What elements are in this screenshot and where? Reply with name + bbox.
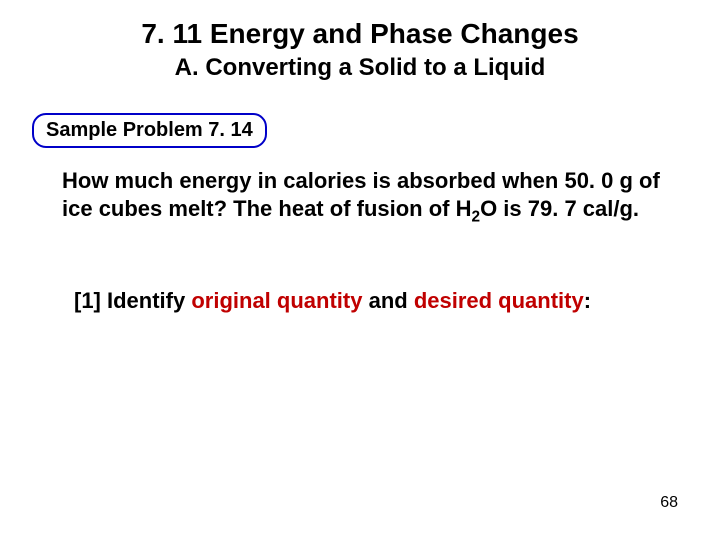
step-highlight-original: original quantity	[191, 288, 362, 313]
step-mid: and	[362, 288, 413, 313]
step-suffix: :	[584, 288, 591, 313]
sample-problem-badge: Sample Problem 7. 14	[32, 113, 267, 148]
step-1-line: [1] Identify original quantity and desir…	[74, 288, 591, 314]
step-prefix: [1] Identify	[74, 288, 191, 313]
problem-statement: How much energy in calories is absorbed …	[62, 167, 662, 226]
page-number: 68	[660, 494, 678, 512]
section-subtitle: A. Converting a Solid to a Liquid	[0, 54, 720, 82]
slide-page: 7. 11 Energy and Phase Changes A. Conver…	[0, 0, 720, 540]
section-title: 7. 11 Energy and Phase Changes	[0, 18, 720, 50]
step-highlight-desired: desired quantity	[414, 288, 584, 313]
